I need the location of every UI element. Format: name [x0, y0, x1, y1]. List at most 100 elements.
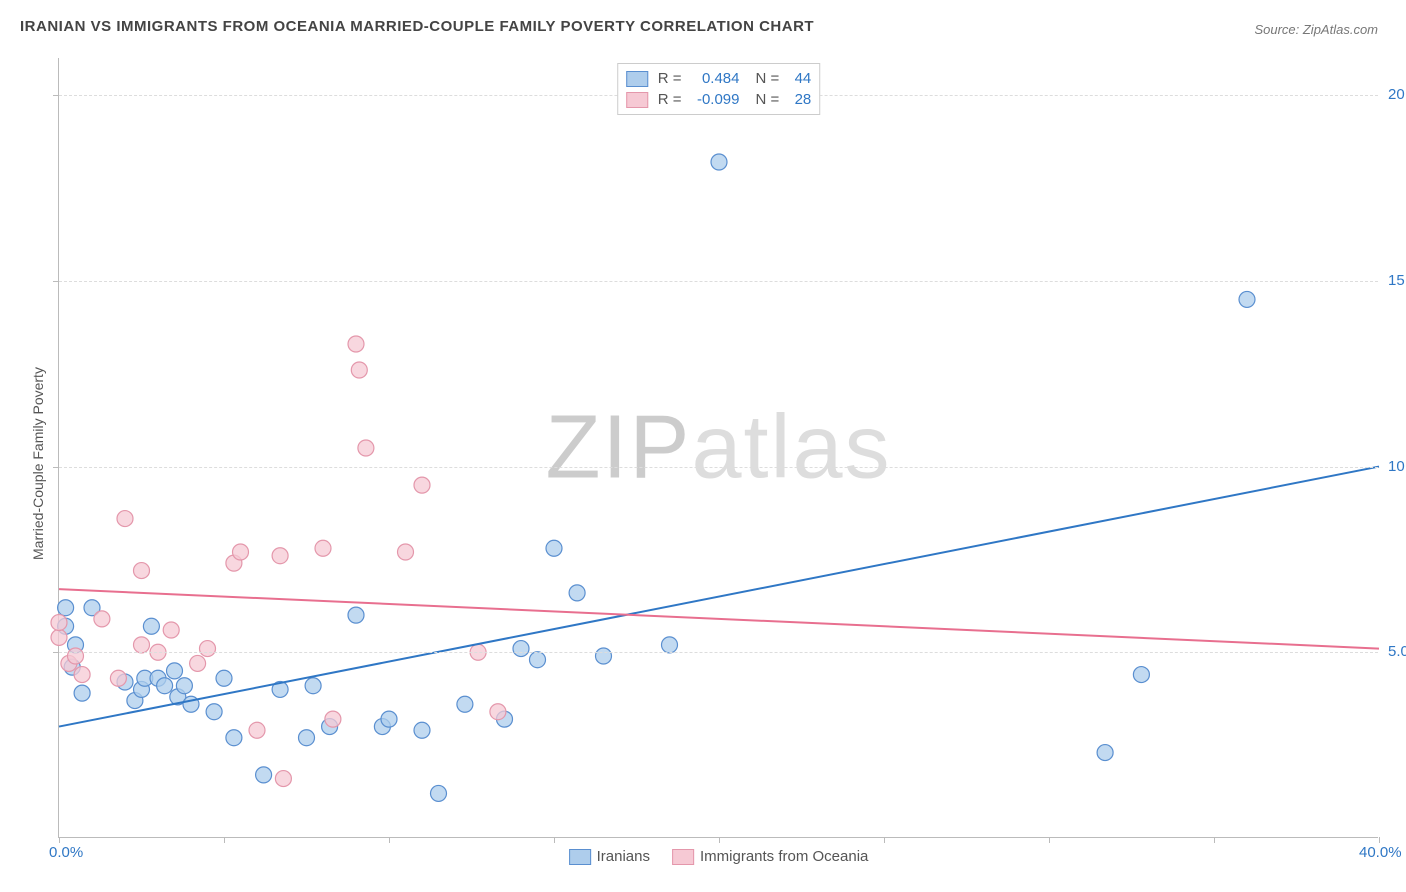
data-point — [490, 704, 506, 720]
data-point — [68, 648, 84, 664]
x-tick — [224, 837, 225, 843]
legend-r-label: R = — [658, 91, 682, 108]
data-point — [358, 440, 374, 456]
data-point — [530, 652, 546, 668]
x-tick — [1214, 837, 1215, 843]
data-point — [1097, 745, 1113, 761]
data-point — [58, 600, 74, 616]
plot-area: ZIPatlas R =0.484N =44R =-0.099N =28 Ira… — [58, 58, 1378, 838]
chart-svg — [59, 58, 1378, 837]
data-point — [1239, 291, 1255, 307]
data-point — [134, 563, 150, 579]
x-tick — [884, 837, 885, 843]
legend-row: R = 0.484 N = 44 — [626, 68, 812, 89]
data-point — [414, 722, 430, 738]
legend-r-value: -0.099 — [688, 91, 740, 108]
y-tick-label: 15.0% — [1388, 272, 1406, 289]
legend-label: Iranians — [597, 848, 650, 865]
legend-swatch — [672, 849, 694, 865]
data-point — [206, 704, 222, 720]
data-point — [190, 655, 206, 671]
data-point — [167, 663, 183, 679]
x-tick — [59, 837, 60, 843]
data-point — [233, 544, 249, 560]
x-tick — [389, 837, 390, 843]
data-point — [348, 607, 364, 623]
legend-swatch — [626, 71, 648, 87]
data-point — [74, 685, 90, 701]
data-point — [272, 548, 288, 564]
data-point — [134, 637, 150, 653]
legend-n-label: N = — [756, 91, 780, 108]
y-tick — [53, 95, 59, 96]
data-point — [431, 785, 447, 801]
gridline — [59, 467, 1378, 468]
legend-swatch — [626, 92, 648, 108]
legend-r-value: 0.484 — [688, 70, 740, 87]
data-point — [381, 711, 397, 727]
x-tick — [1049, 837, 1050, 843]
legend-n-value: 28 — [785, 91, 811, 108]
data-point — [74, 667, 90, 683]
data-point — [157, 678, 173, 694]
data-point — [226, 730, 242, 746]
data-point — [249, 722, 265, 738]
data-point — [546, 540, 562, 556]
y-tick-label: 10.0% — [1388, 458, 1406, 475]
correlation-legend: R = 0.484 N = 44 R = -0.099 N = 28 — [617, 63, 821, 115]
data-point — [110, 670, 126, 686]
legend-item: Iranians — [569, 848, 650, 865]
data-point — [51, 629, 67, 645]
x-tick — [1379, 837, 1380, 843]
data-point — [414, 477, 430, 493]
chart-source: Source: ZipAtlas.com — [1254, 22, 1378, 37]
data-point — [348, 336, 364, 352]
data-point — [711, 154, 727, 170]
data-point — [569, 585, 585, 601]
y-tick — [53, 281, 59, 282]
data-point — [143, 618, 159, 634]
data-point — [299, 730, 315, 746]
data-point — [94, 611, 110, 627]
data-point — [596, 648, 612, 664]
legend-r-label: R = — [658, 70, 682, 87]
chart-title: IRANIAN VS IMMIGRANTS FROM OCEANIA MARRI… — [20, 18, 814, 35]
data-point — [513, 641, 529, 657]
trend-line — [59, 589, 1379, 648]
data-point — [325, 711, 341, 727]
data-point — [351, 362, 367, 378]
y-tick-label: 20.0% — [1388, 86, 1406, 103]
data-point — [662, 637, 678, 653]
legend-n-value: 44 — [785, 70, 811, 87]
data-point — [315, 540, 331, 556]
y-tick — [53, 467, 59, 468]
data-point — [398, 544, 414, 560]
data-point — [200, 641, 216, 657]
data-point — [256, 767, 272, 783]
legend-n-label: N = — [756, 70, 780, 87]
x-tick — [719, 837, 720, 843]
x-tick — [554, 837, 555, 843]
data-point — [457, 696, 473, 712]
y-axis-label: Married-Couple Family Poverty — [30, 367, 46, 560]
data-point — [216, 670, 232, 686]
data-point — [1133, 667, 1149, 683]
y-tick-label: 5.0% — [1388, 643, 1406, 660]
legend-row: R = -0.099 N = 28 — [626, 89, 812, 110]
x-tick-label: 40.0% — [1359, 844, 1402, 861]
y-tick — [53, 652, 59, 653]
data-point — [176, 678, 192, 694]
x-tick-label: 0.0% — [49, 844, 83, 861]
data-point — [163, 622, 179, 638]
data-point — [51, 615, 67, 631]
gridline — [59, 281, 1378, 282]
data-point — [305, 678, 321, 694]
data-point — [117, 511, 133, 527]
data-point — [275, 771, 291, 787]
trend-line — [59, 467, 1379, 727]
series-legend: Iranians Immigrants from Oceania — [569, 848, 869, 865]
legend-label: Immigrants from Oceania — [700, 848, 868, 865]
gridline — [59, 652, 1378, 653]
legend-item: Immigrants from Oceania — [672, 848, 868, 865]
legend-swatch — [569, 849, 591, 865]
